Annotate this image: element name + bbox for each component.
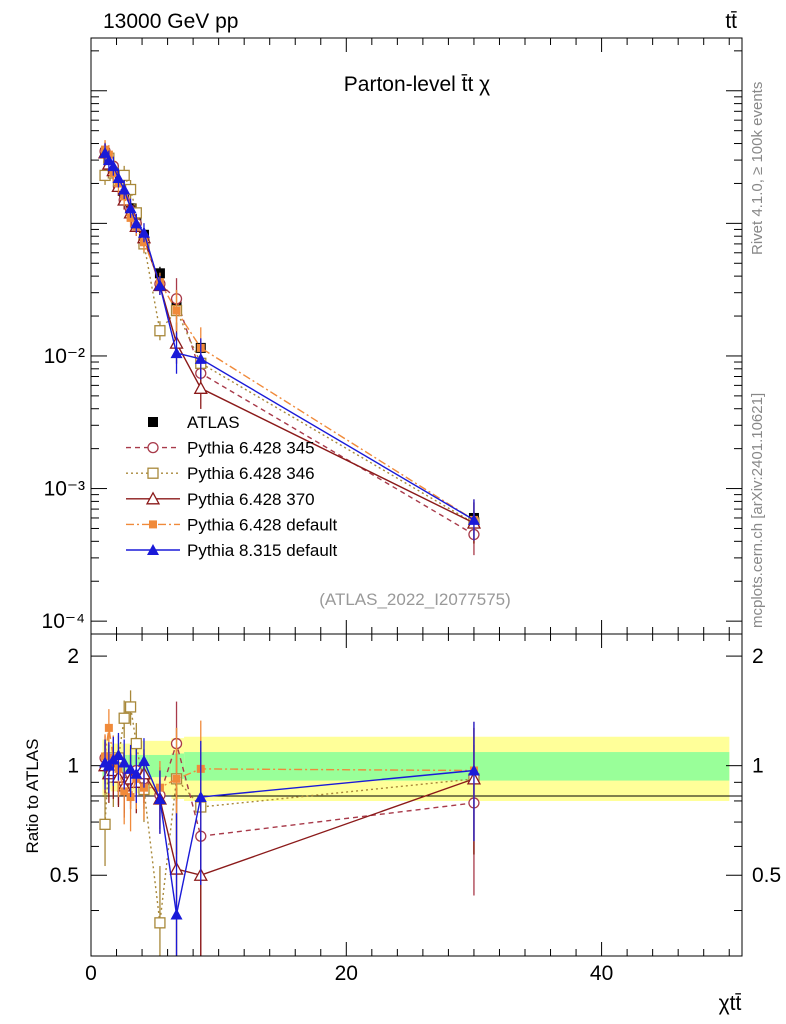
analysis-watermark: (ATLAS_2022_I2077575) [319,590,511,609]
data-point [153,279,166,291]
legend-label: Pythia 8.315 default [187,541,338,560]
ratio-point [104,723,113,732]
ratio-point [194,791,207,803]
x-tick-label: 0 [85,962,97,985]
legend-label: ATLAS [187,413,240,432]
data-point [139,238,148,247]
ratio-point [153,792,166,804]
ratio-y-tick-label: 0.5 [50,864,79,887]
legend-swatch [126,520,180,529]
ratio-point [118,756,131,768]
legend-marker [147,544,159,555]
ratio-y-tick-label-right: 1 [752,755,764,778]
data-point [137,226,150,238]
ratio-panel: 0.5 0.5 1 1 2 2 0 20 40 Ratio to ATLAS χtt̄ [23,633,781,1015]
x-tick-label: 20 [335,962,358,985]
data-point [102,154,115,166]
ratio-y-tick-label: 1 [67,755,79,778]
legend-label: Pythia 6.428 346 [187,464,315,483]
uncertainty-band-inner [184,752,730,781]
ratio-point [102,759,115,771]
x-tick-label: 40 [590,962,613,985]
legend-label: Pythia 6.428 default [187,515,338,534]
legend-swatch [148,417,158,427]
ratio-point [124,701,137,713]
rivet-label: Rivet 4.1.0, ≥ 100k events [749,82,766,255]
legend-swatch [126,467,180,479]
data-point [172,306,181,315]
data-point [130,217,143,229]
legend-marker [147,467,159,479]
data-point [154,325,166,337]
energy-label: 13000 GeV pp [103,10,238,33]
legend-marker [149,520,157,529]
x-axis-label: χtt̄ [719,992,742,1015]
ratio-point [118,712,130,724]
ratio-y-tick-label-right: 2 [752,645,764,668]
main-y-tick-label: 10⁻⁴ [42,610,85,633]
legend-marker [145,491,161,505]
data-point [467,513,480,525]
data-point [124,202,137,214]
ratio-point [99,818,111,830]
legend-swatch [126,441,180,454]
legend: ATLAS Pythia 6.428 345 Pythia 6.428 346 Pyt… [126,413,338,560]
legend-swatch [126,491,180,505]
data-point [170,347,183,359]
legend-label: Pythia 6.428 345 [187,439,315,458]
series-5 [99,143,480,541]
ratio-point [137,754,150,766]
chart-title: Parton-level t̄t χ [344,73,490,96]
ratio-point [154,917,166,929]
ratio-point [130,767,143,779]
data-point [99,146,112,158]
ratio-series-4 [99,721,480,956]
ratio-point [130,737,142,750]
data-point [193,380,208,394]
ratio-frame [90,633,743,957]
legend-marker [148,417,158,427]
legend-label: Pythia 6.428 370 [187,490,315,509]
ratio-line [104,727,474,799]
ratio-point [467,764,480,776]
data-point [107,160,120,172]
ratio-point [170,908,183,920]
ratio-point [112,748,125,760]
mcplots-label: mcplots.cern.ch [arXiv:2401.10621] [749,393,766,628]
process-label: tt̄ [725,10,737,33]
ratio-point [172,774,181,783]
legend-swatch [126,544,180,555]
data-point [126,213,135,222]
ratio-y-tick-label-right: 0.5 [752,864,781,887]
legend-marker [147,441,159,454]
ratio-point [124,762,137,774]
ratio-point [120,787,129,796]
data-point [118,183,131,195]
ratio-ylabel: Ratio to ATLAS [23,739,42,854]
data-point [194,352,207,364]
data-point [112,171,125,183]
ratio-y-tick-label: 2 [67,645,79,668]
main-y-tick-label: 10⁻² [44,345,85,368]
main-y-tick-label: 10⁻³ [44,478,85,501]
